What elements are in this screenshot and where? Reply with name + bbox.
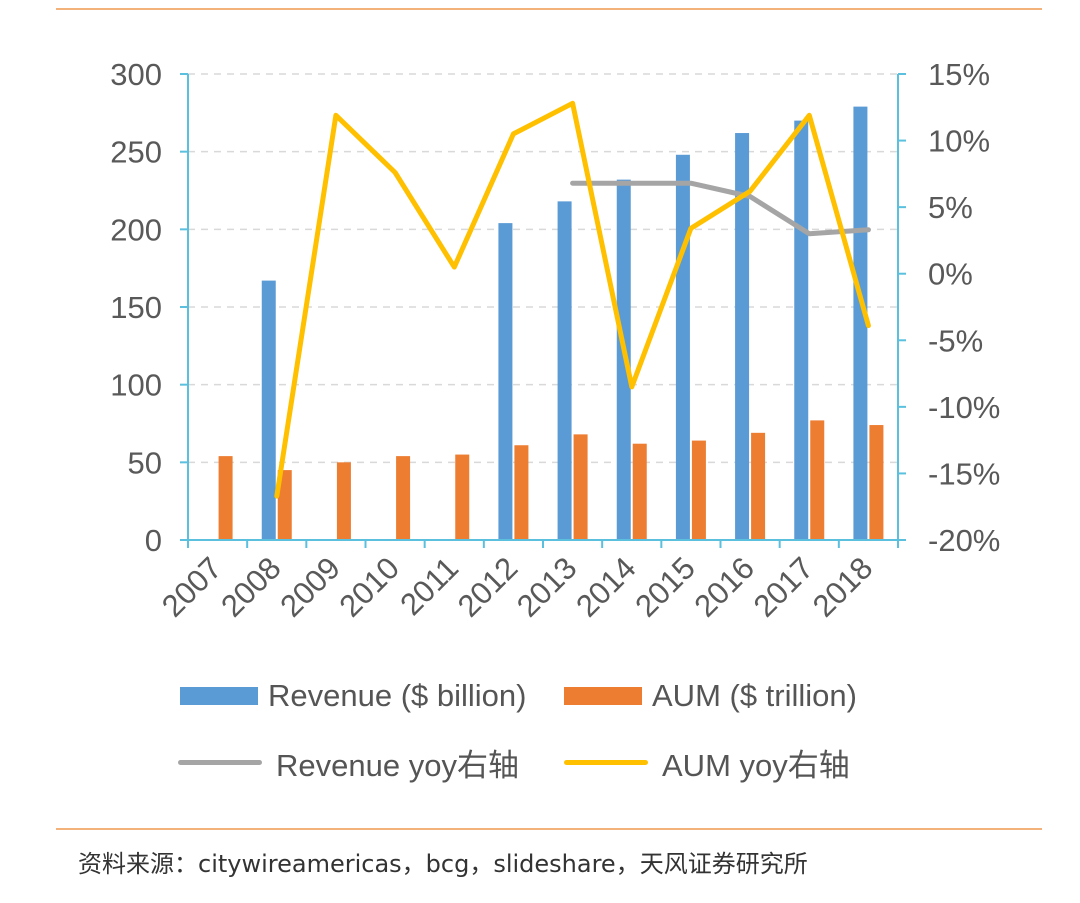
bar-aum [869, 425, 884, 540]
legend-swatch-aum-yoy [564, 760, 648, 765]
y-right-tick-label: -5% [928, 323, 983, 358]
legend-swatch-revenue [180, 687, 258, 705]
gridlines [188, 73, 898, 464]
legend-label-aum-yoy: AUM yoy右轴 [662, 748, 850, 783]
y-right-tick-label: 5% [928, 190, 973, 225]
legend-item-aum: AUM ($ trillion) [564, 678, 857, 714]
x-tick-label: 2015 [628, 550, 702, 624]
bar-aum [632, 443, 647, 540]
bar-revenue [261, 280, 276, 540]
line-revenue-yoy [570, 180, 871, 237]
bar-revenue [498, 223, 513, 540]
bar-revenue [794, 120, 809, 540]
x-tick-label: 2010 [333, 550, 407, 624]
legend-swatch-aum [564, 687, 642, 705]
bars [218, 106, 884, 541]
bar-revenue [557, 201, 572, 540]
y-left-tick-label: 200 [110, 212, 162, 247]
x-tick-label: 2011 [393, 550, 465, 622]
bar-aum [514, 445, 529, 540]
legend-item-revenue: Revenue ($ billion) [180, 678, 526, 714]
bar-aum [455, 454, 470, 540]
axes [180, 73, 906, 548]
x-tick-label: 2016 [688, 550, 762, 624]
bar-aum [751, 432, 766, 540]
bar-revenue [675, 154, 690, 541]
y-right-tick-label: -20% [928, 523, 1000, 558]
y-left-tick-label: 0 [145, 523, 162, 558]
bar-aum [336, 462, 351, 540]
legend-swatch-revenue-yoy [178, 760, 262, 765]
y-left-tick-label: 50 [128, 445, 162, 480]
x-tick-label: 2007 [155, 550, 229, 624]
y-right-tick-label: -10% [928, 390, 1000, 425]
x-tick-label: 2008 [214, 550, 288, 624]
x-tick-label: 2014 [569, 550, 643, 624]
line-aum-yoy [274, 100, 871, 499]
bar-aum [810, 420, 825, 540]
bar-aum [277, 470, 292, 540]
legend-label-aum: AUM ($ trillion) [652, 678, 857, 713]
x-tick-label: 2017 [747, 550, 821, 624]
x-tick-label: 2018 [806, 550, 880, 624]
bar-revenue [735, 133, 750, 540]
y-right-tick-label: 15% [928, 57, 990, 92]
y-right-tick-label: 10% [928, 124, 990, 159]
legend-item-aum-yoy: AUM yoy右轴 [564, 740, 850, 785]
legend-item-revenue-yoy: Revenue yoy右轴 [178, 740, 519, 785]
y-right-tick-label: 0% [928, 257, 973, 292]
x-tick-label: 2012 [451, 550, 525, 624]
y-left-tick-label: 250 [110, 135, 162, 170]
bottom-divider [56, 828, 1042, 830]
y-left-tick-label: 300 [110, 57, 162, 92]
legend-label-revenue-yoy: Revenue yoy右轴 [276, 748, 519, 783]
bar-aum [218, 456, 233, 540]
top-divider [56, 8, 1042, 10]
source-note: 资料来源：citywireamericas，bcg，slideshare，天风证… [78, 850, 808, 878]
bar-aum [396, 456, 411, 540]
bar-aum [691, 440, 706, 540]
lines [274, 100, 871, 499]
y-left-tick-label: 100 [110, 368, 162, 403]
x-tick-label: 2009 [273, 550, 347, 624]
x-tick-label: 2013 [510, 550, 584, 624]
legend-label-revenue: Revenue ($ billion) [268, 678, 527, 713]
y-right-tick-label: -15% [928, 456, 1000, 491]
y-left-tick-label: 150 [110, 290, 162, 325]
bar-aum [573, 434, 588, 540]
bar-revenue [853, 106, 868, 541]
